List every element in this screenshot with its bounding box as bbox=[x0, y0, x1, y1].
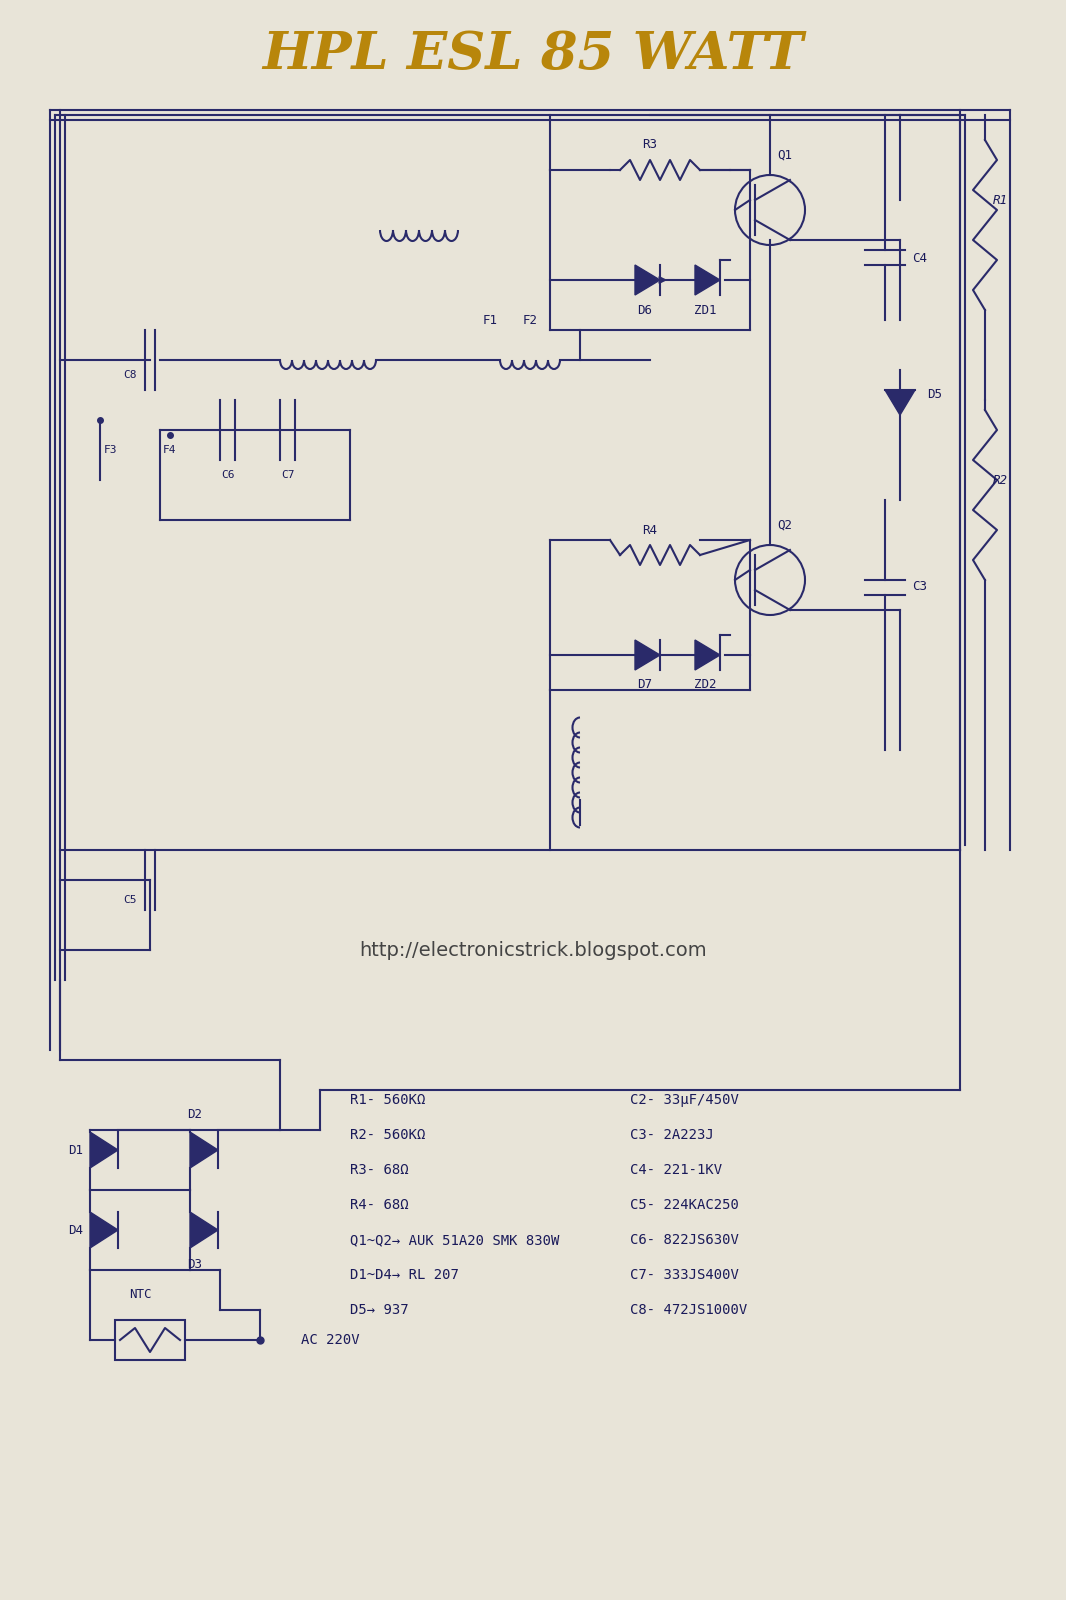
Text: D6: D6 bbox=[637, 304, 652, 317]
Polygon shape bbox=[90, 1133, 118, 1168]
Text: C5: C5 bbox=[124, 894, 136, 906]
Text: C7: C7 bbox=[281, 470, 295, 480]
Text: R3: R3 bbox=[643, 139, 658, 152]
Text: D4: D4 bbox=[68, 1224, 83, 1237]
Text: AC 220V: AC 220V bbox=[301, 1333, 359, 1347]
Polygon shape bbox=[190, 1213, 219, 1248]
Polygon shape bbox=[90, 1213, 118, 1248]
Text: ZD2: ZD2 bbox=[694, 678, 716, 691]
Bar bbox=[115, 1320, 185, 1360]
Text: Q2: Q2 bbox=[777, 518, 792, 531]
Text: C2- 33μF/450V: C2- 33μF/450V bbox=[630, 1093, 739, 1107]
Text: C6- 822JS630V: C6- 822JS630V bbox=[630, 1234, 739, 1246]
Text: R2- 560KΩ: R2- 560KΩ bbox=[350, 1128, 425, 1142]
Text: C4- 221-1KV: C4- 221-1KV bbox=[630, 1163, 722, 1178]
Text: C3: C3 bbox=[912, 581, 927, 594]
Text: F3: F3 bbox=[103, 445, 117, 454]
Text: D5→ 937: D5→ 937 bbox=[350, 1302, 408, 1317]
Polygon shape bbox=[635, 640, 660, 670]
Text: C6: C6 bbox=[222, 470, 235, 480]
Text: C8- 472JS1000V: C8- 472JS1000V bbox=[630, 1302, 747, 1317]
Polygon shape bbox=[635, 266, 660, 294]
Text: Q1~Q2→ AUK 51A20 SMK 830W: Q1~Q2→ AUK 51A20 SMK 830W bbox=[350, 1234, 560, 1246]
Text: C4: C4 bbox=[912, 251, 927, 264]
Text: C3- 2A223J: C3- 2A223J bbox=[630, 1128, 714, 1142]
Text: D1: D1 bbox=[68, 1144, 83, 1157]
Text: http://electronicstrick.blogspot.com: http://electronicstrick.blogspot.com bbox=[359, 941, 707, 960]
Text: HPL ESL 85 WATT: HPL ESL 85 WATT bbox=[262, 29, 804, 80]
Text: D7: D7 bbox=[637, 678, 652, 691]
Text: D2: D2 bbox=[188, 1109, 203, 1122]
Polygon shape bbox=[695, 266, 720, 294]
Text: ZD1: ZD1 bbox=[694, 304, 716, 317]
Text: R4- 68Ω: R4- 68Ω bbox=[350, 1198, 408, 1213]
Text: D5: D5 bbox=[927, 389, 942, 402]
Text: R3- 68Ω: R3- 68Ω bbox=[350, 1163, 408, 1178]
Text: Q1: Q1 bbox=[777, 149, 792, 162]
Text: C5- 224KAC250: C5- 224KAC250 bbox=[630, 1198, 739, 1213]
Text: NTC: NTC bbox=[129, 1288, 151, 1301]
Text: R2: R2 bbox=[992, 474, 1007, 486]
Polygon shape bbox=[695, 640, 720, 670]
Text: F2: F2 bbox=[522, 314, 537, 326]
Text: R1- 560KΩ: R1- 560KΩ bbox=[350, 1093, 425, 1107]
Text: F4: F4 bbox=[163, 445, 177, 454]
Text: C7- 333JS400V: C7- 333JS400V bbox=[630, 1267, 739, 1282]
Text: C8: C8 bbox=[124, 370, 136, 379]
Polygon shape bbox=[885, 390, 915, 414]
Text: R4: R4 bbox=[643, 523, 658, 536]
Text: R1: R1 bbox=[992, 194, 1007, 206]
Text: D1~D4→ RL 207: D1~D4→ RL 207 bbox=[350, 1267, 458, 1282]
Text: F1: F1 bbox=[483, 314, 498, 326]
Polygon shape bbox=[190, 1133, 219, 1168]
Text: D3: D3 bbox=[188, 1259, 203, 1272]
